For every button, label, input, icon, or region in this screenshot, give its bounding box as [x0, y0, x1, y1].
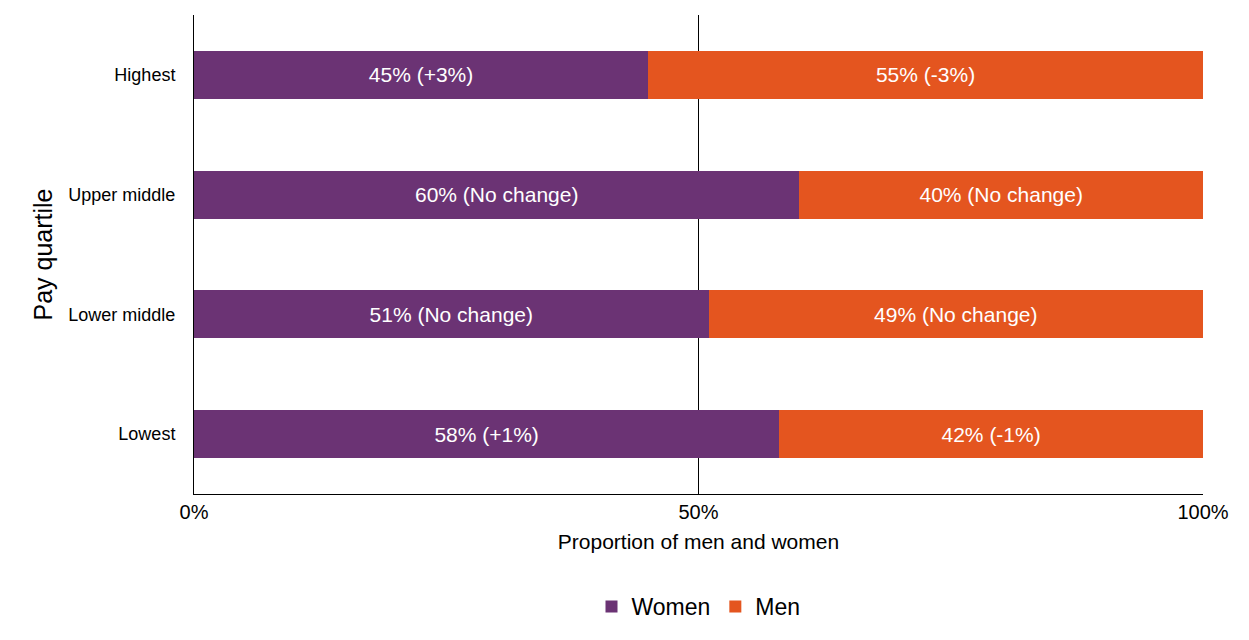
- svg-text:Upper middle: Upper middle: [68, 185, 175, 205]
- svg-text:42% (-1%): 42% (-1%): [942, 423, 1041, 446]
- svg-text:45% (+3%): 45% (+3%): [369, 63, 473, 86]
- svg-text:58% (+1%): 58% (+1%): [434, 423, 538, 446]
- svg-text:51% (No change): 51% (No change): [370, 303, 533, 326]
- svg-text:0%: 0%: [180, 501, 209, 523]
- svg-text:Men: Men: [755, 594, 800, 620]
- svg-text:Highest: Highest: [114, 65, 175, 85]
- svg-text:Lowest: Lowest: [118, 424, 175, 444]
- svg-text:49% (No change): 49% (No change): [874, 303, 1037, 326]
- svg-text:55% (-3%): 55% (-3%): [876, 63, 975, 86]
- svg-text:60% (No change): 60% (No change): [415, 183, 578, 206]
- svg-text:50%: 50%: [678, 501, 718, 523]
- svg-text:40% (No change): 40% (No change): [919, 183, 1082, 206]
- svg-text:Pay quartile: Pay quartile: [29, 188, 57, 320]
- svg-text:Lower middle: Lower middle: [68, 305, 175, 325]
- svg-text:100%: 100%: [1177, 501, 1228, 523]
- svg-text:Proportion of men and women: Proportion of men and women: [558, 530, 839, 553]
- svg-text:Women: Women: [632, 594, 711, 620]
